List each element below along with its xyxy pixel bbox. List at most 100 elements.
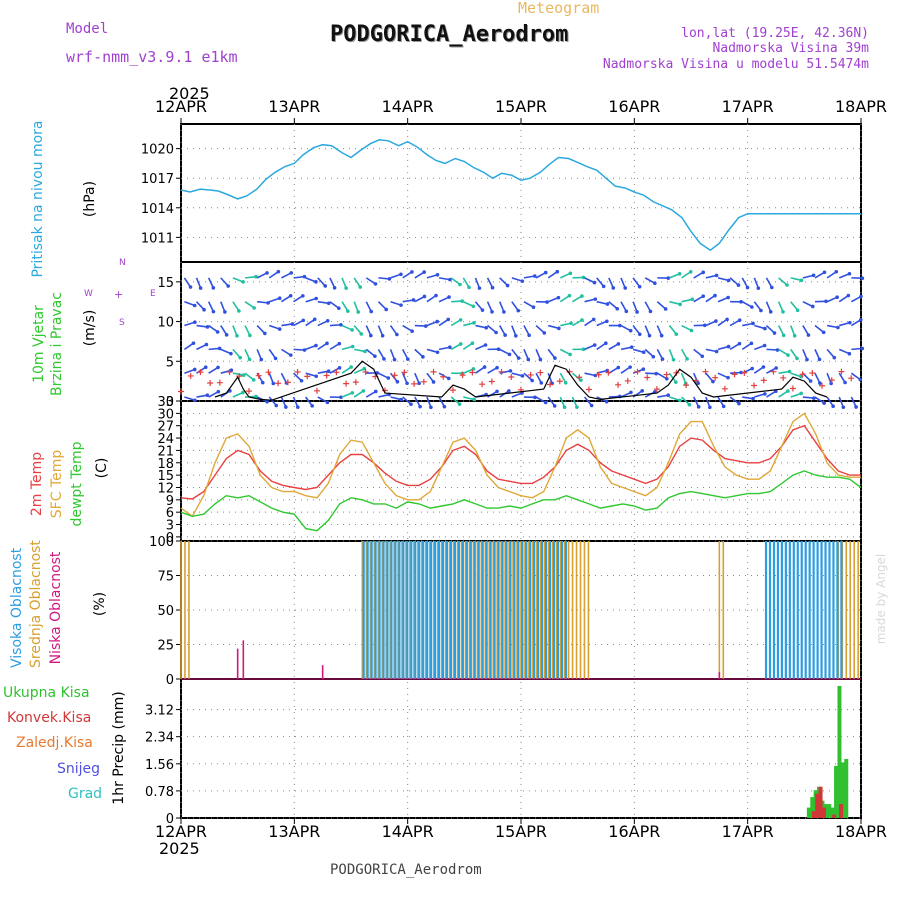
wind-arrow — [341, 277, 347, 289]
wind-arrow — [632, 277, 641, 288]
wind-arrow-head — [447, 295, 451, 299]
wind-arrow-head — [841, 405, 846, 410]
wind-arrow — [390, 300, 402, 306]
precip-total-bar — [844, 758, 849, 818]
wind-arrow-head — [701, 270, 706, 275]
wind-arrow — [207, 277, 215, 289]
wind-arrow — [256, 324, 266, 334]
wind-arrow-head — [435, 272, 440, 277]
wind-arrow — [560, 322, 572, 327]
wind-arrow — [790, 348, 798, 359]
wind-arrow-head — [410, 270, 414, 274]
precip-conv-bar — [811, 811, 816, 818]
wind-marker — [848, 375, 855, 382]
wind-arrow-head — [289, 271, 294, 275]
legend-hail: Grad — [68, 786, 103, 802]
lonlat-text: lon,lat (19.25E, 42.36N) — [681, 26, 869, 41]
wind-arrow — [305, 277, 317, 283]
wind-arrow — [414, 348, 424, 358]
wind-arrow — [390, 273, 402, 279]
wind-marker — [216, 379, 223, 386]
wind-arrow — [486, 277, 494, 289]
wind-tick-label: 0 — [166, 395, 174, 410]
wind-arrow-head — [507, 352, 512, 357]
wind-arrow-head — [314, 374, 319, 379]
wind-arrow — [353, 367, 365, 374]
wind-arrow-head — [824, 299, 828, 304]
wind-arrow-head — [215, 330, 220, 334]
wind-arrow — [547, 396, 556, 407]
wind-arrow-head — [302, 348, 307, 352]
wind-arrow-head — [581, 275, 586, 280]
wind-arrow-head — [495, 365, 499, 370]
wind-arrow — [451, 300, 463, 303]
wind-arrow-head — [637, 332, 642, 337]
wind-arrow-head — [241, 390, 245, 395]
wind-arrow-head — [192, 367, 197, 372]
wind-arrow-head — [659, 333, 664, 338]
temp-tick-label: 6 — [166, 506, 174, 521]
wind-arrow-head — [654, 371, 659, 376]
wind-marker — [178, 388, 184, 395]
wind-arrow — [778, 348, 789, 356]
cloud-label-3: Niska Oblacnost — [48, 551, 64, 665]
wind-marker — [799, 371, 806, 378]
wind-arrow-head — [254, 394, 258, 399]
wind-arrow-head — [224, 333, 229, 337]
wind-arrow-head — [580, 294, 584, 298]
wind-marker — [770, 368, 777, 375]
wind-arrow — [584, 277, 595, 284]
wind-arrow-head — [629, 390, 633, 395]
wind-arrow-head — [356, 310, 361, 314]
wind-arrow-head — [688, 269, 693, 274]
wind-arrow-head — [831, 404, 835, 409]
wind-arrow — [511, 392, 523, 398]
precip-conv-bar — [832, 814, 837, 818]
wind-arrow — [354, 348, 366, 353]
wind-arrow — [789, 325, 796, 337]
wind-compass: N W E S + — [84, 258, 158, 328]
wind-arrow-head — [781, 309, 785, 314]
wind-arrow-head — [399, 303, 403, 307]
wind-arrow — [341, 366, 352, 374]
wind-arrow-head — [726, 375, 730, 380]
wind-arrow-head — [635, 310, 639, 314]
wind-arrow — [742, 322, 754, 327]
wind-arrow-head — [543, 400, 548, 405]
date-label: 17APR — [721, 97, 774, 116]
wind-arrow-head — [854, 405, 858, 409]
wind-arrow-head — [687, 402, 692, 407]
pressure-unit: (hPa) — [82, 180, 98, 218]
wind-arrow — [450, 277, 461, 286]
wind-arrow — [705, 396, 711, 408]
wind-arrow — [486, 301, 493, 313]
wind-arrow-head — [483, 343, 488, 347]
wind-arrow-head — [708, 405, 712, 410]
wind-arrow-head — [409, 402, 413, 407]
wind-arrow — [256, 372, 264, 384]
wind-arrow — [269, 297, 280, 303]
wind-marker — [838, 368, 845, 375]
wind-arrow-head — [471, 304, 476, 309]
wind-arrow — [680, 348, 688, 360]
wind-arrow-head — [369, 309, 374, 314]
date-label: 18APR — [834, 822, 888, 841]
wind-label-1: 10m Vjetar — [31, 305, 47, 383]
wind-arrow — [365, 301, 372, 312]
wind-arrow — [450, 319, 462, 327]
compass-cross: + — [114, 288, 124, 301]
wind-arrow-head — [431, 380, 436, 384]
wind-arrow — [584, 298, 596, 303]
wind-arrow — [401, 348, 409, 360]
precip-total-bar — [830, 807, 835, 818]
wind-arrow-head — [579, 378, 583, 383]
wind-arrow-head — [567, 293, 572, 298]
wind-arrow — [741, 277, 749, 288]
wind-arrow — [208, 324, 219, 333]
wind-arrow-head — [538, 357, 543, 362]
wind-arrow-head — [618, 323, 622, 328]
credit-text: made by Angel — [874, 553, 888, 645]
wind-arrow — [280, 396, 287, 408]
wind-arrow-head — [192, 303, 197, 308]
wind-marker — [702, 368, 709, 375]
